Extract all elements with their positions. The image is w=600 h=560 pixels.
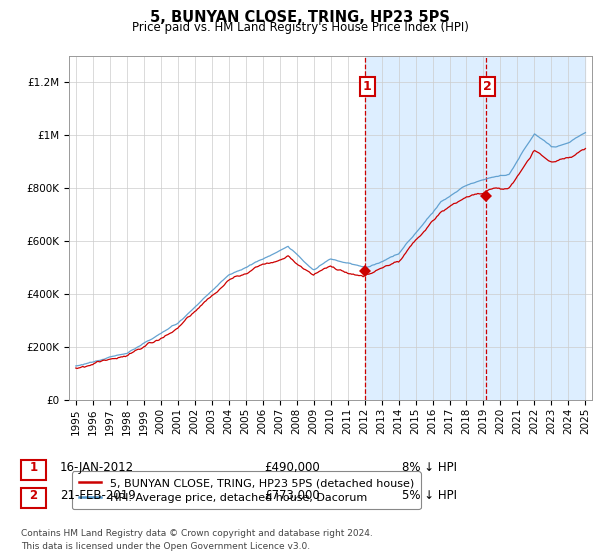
Text: 2: 2: [29, 489, 38, 502]
Text: 1: 1: [363, 80, 371, 93]
Text: £490,000: £490,000: [264, 461, 320, 474]
Text: 21-FEB-2019: 21-FEB-2019: [60, 489, 136, 502]
Text: Price paid vs. HM Land Registry's House Price Index (HPI): Price paid vs. HM Land Registry's House …: [131, 21, 469, 34]
Text: 2: 2: [483, 80, 492, 93]
Text: 5, BUNYAN CLOSE, TRING, HP23 5PS: 5, BUNYAN CLOSE, TRING, HP23 5PS: [150, 10, 450, 25]
Text: £773,000: £773,000: [264, 489, 320, 502]
Text: Contains HM Land Registry data © Crown copyright and database right 2024.
This d: Contains HM Land Registry data © Crown c…: [21, 529, 373, 550]
Text: 5% ↓ HPI: 5% ↓ HPI: [402, 489, 457, 502]
Text: 16-JAN-2012: 16-JAN-2012: [60, 461, 134, 474]
Text: 8% ↓ HPI: 8% ↓ HPI: [402, 461, 457, 474]
Legend: 5, BUNYAN CLOSE, TRING, HP23 5PS (detached house), HPI: Average price, detached : 5, BUNYAN CLOSE, TRING, HP23 5PS (detach…: [72, 472, 421, 509]
Text: 1: 1: [29, 461, 38, 474]
